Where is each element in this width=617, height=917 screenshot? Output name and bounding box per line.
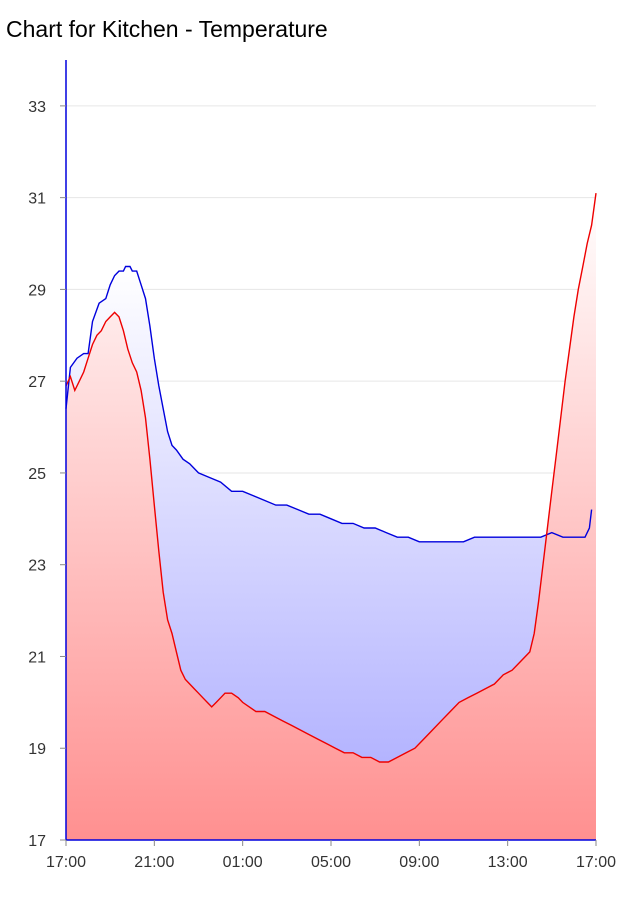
y-tick-label: 19 [28, 741, 46, 758]
series-a-line [65, 265, 593, 543]
x-tick-label: 21:00 [134, 854, 174, 871]
y-tick-label: 25 [28, 466, 46, 483]
y-tick-label: 17 [28, 833, 46, 850]
area-fills [66, 193, 596, 841]
x-tick-label: 17:00 [46, 854, 86, 871]
y-tick-label: 33 [28, 99, 46, 116]
x-tick-label: 17:00 [576, 854, 616, 871]
y-tick-label: 29 [28, 282, 46, 299]
x-tick-label: 09:00 [399, 854, 439, 871]
x-tick-label: 13:00 [488, 854, 528, 871]
series-lines [65, 193, 597, 763]
chart-title: Chart for Kitchen - Temperature [6, 16, 328, 42]
tick-labels: 17 19 21 23 25 27 29 31 33 17:00 21:00 01:00 05:00 09… [28, 99, 616, 871]
y-tick-label: 21 [28, 649, 46, 666]
series-b-line [65, 193, 597, 763]
y-tick-label: 31 [28, 191, 46, 208]
axes [60, 60, 597, 846]
x-tick-label: 05:00 [311, 854, 351, 871]
y-tick-label: 27 [28, 374, 46, 391]
y-tick-label: 23 [28, 558, 46, 575]
series-b-area [66, 193, 596, 841]
x-tick-label: 01:00 [223, 854, 263, 871]
